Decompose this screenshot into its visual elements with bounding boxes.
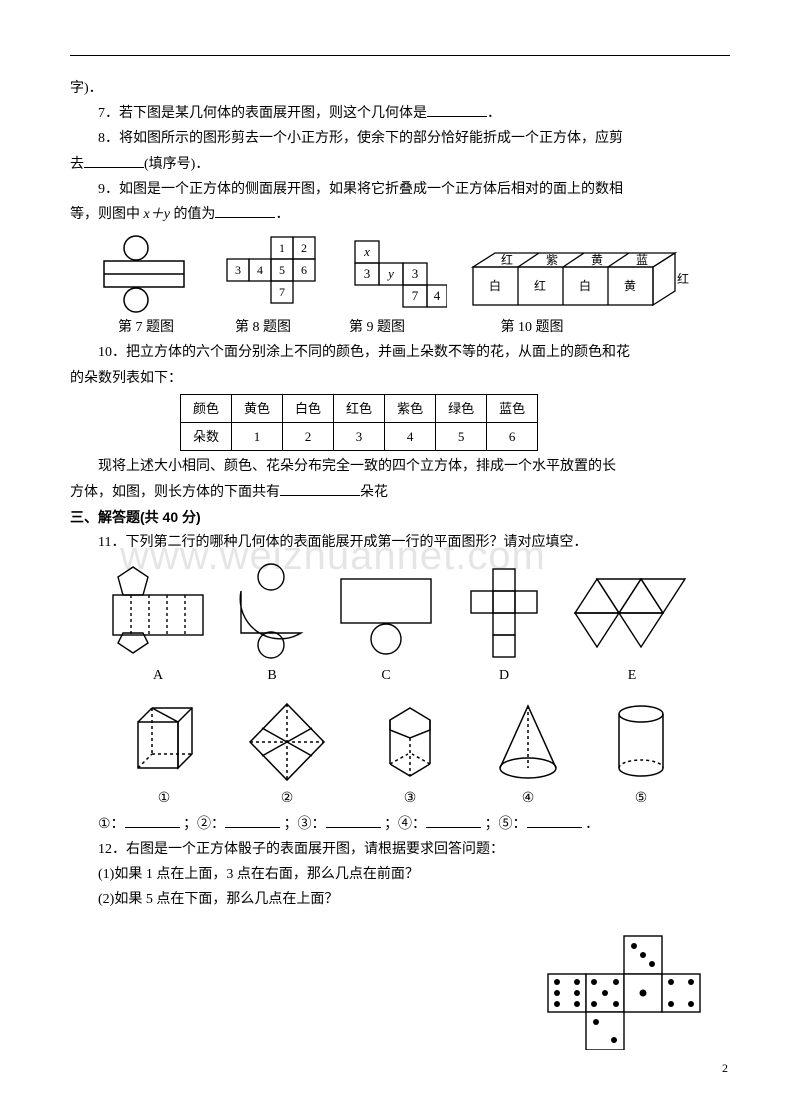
q11-label-b: B bbox=[231, 663, 313, 688]
section-3-title: 三、解答题(共 40 分) bbox=[70, 505, 730, 530]
blank-11-2 bbox=[225, 814, 280, 828]
q11-label-d: D bbox=[459, 663, 549, 688]
svg-text:白: 白 bbox=[489, 278, 501, 293]
svg-text:紫: 紫 bbox=[546, 253, 558, 267]
q11-solid-3 bbox=[370, 698, 450, 784]
q8-text-2: 去(填序号)． bbox=[70, 152, 730, 177]
svg-text:4: 4 bbox=[434, 288, 441, 303]
svg-text:黄: 黄 bbox=[624, 279, 636, 293]
q8-figure: 1 2 3 4 5 6 7 bbox=[211, 233, 329, 313]
blank-q8 bbox=[84, 154, 144, 168]
blank-11-3 bbox=[326, 814, 381, 828]
q9-text-1: 9．如图是一个正方体的侧面展开图，如果将它折叠成一个正方体后相对的面上的数相 bbox=[70, 177, 730, 202]
q10-text-4: 方体，如图，则长方体的下面共有朵花 bbox=[70, 480, 730, 505]
q11-net-a bbox=[103, 561, 213, 661]
q11-solid-1 bbox=[124, 698, 204, 784]
line-cont: 字)． bbox=[70, 76, 730, 101]
q12-dice-figure bbox=[530, 930, 720, 1050]
q12-b: (2)如果 5 点在下面，那么几点在上面？ bbox=[70, 887, 730, 912]
q10-text-2: 的朵数列表如下： bbox=[70, 366, 730, 391]
q11-label-e: E bbox=[567, 663, 697, 688]
q11-label-c: C bbox=[331, 663, 441, 688]
table-row: 朵数12 3456 bbox=[181, 423, 538, 451]
blank-11-5 bbox=[527, 814, 582, 828]
q11-solid-5 bbox=[606, 698, 676, 784]
q10-table: 颜色黄色白色 红色紫色绿色蓝色 朵数12 3456 bbox=[180, 394, 538, 452]
blank-q9 bbox=[215, 204, 275, 218]
svg-text:6: 6 bbox=[301, 263, 307, 277]
q8-text-1: 8．将如图所示的图形剪去一个小正方形，使余下的部分恰好能折成一个正方体，应剪 bbox=[70, 126, 730, 151]
svg-text:3: 3 bbox=[412, 266, 419, 281]
svg-text:7: 7 bbox=[412, 288, 419, 303]
q11-answer-line: ①： ；②： ；③： ；④： ；⑤： ． bbox=[70, 812, 730, 837]
q11-label-2: ② bbox=[242, 786, 332, 811]
q11-net-e bbox=[567, 561, 697, 661]
page-number: 2 bbox=[722, 1058, 728, 1080]
q11-label-1: ① bbox=[124, 786, 204, 811]
blank-q10 bbox=[280, 482, 360, 496]
q11-label-a: A bbox=[103, 663, 213, 688]
svg-text:4: 4 bbox=[257, 263, 263, 277]
svg-text:x: x bbox=[363, 244, 370, 259]
blank-q7 bbox=[427, 103, 487, 117]
q11-net-c bbox=[331, 561, 441, 661]
q11-solid-4 bbox=[488, 698, 568, 784]
figure-caption-row: 第 7 题图 第 8 题图 第 9 题图 第 10 题图 bbox=[70, 315, 730, 340]
q7-figure bbox=[98, 235, 193, 313]
svg-text:7: 7 bbox=[279, 285, 285, 299]
svg-text:3: 3 bbox=[235, 263, 241, 277]
q11-label-4: ④ bbox=[488, 786, 568, 811]
q11-label-5: ⑤ bbox=[606, 786, 676, 811]
svg-text:3: 3 bbox=[364, 266, 371, 281]
q12-text: 12．右图是一个正方体骰子的表面展开图，请根据要求回答问题： bbox=[70, 837, 730, 862]
svg-text:黄: 黄 bbox=[591, 253, 603, 267]
q10-text-1: 10．把立方体的六个面分别涂上不同的颜色，并画上朵数不等的花，从面上的颜色和花 bbox=[70, 340, 730, 365]
figure-row-7-10: 12 34 56 7 x 3 y 3 7 4 红紫 bbox=[98, 233, 730, 313]
q11-nets-row: A B C D bbox=[70, 561, 730, 688]
svg-text:红: 红 bbox=[677, 271, 689, 286]
svg-text:蓝: 蓝 bbox=[636, 253, 648, 267]
svg-text:红: 红 bbox=[501, 252, 513, 267]
q11-label-3: ③ bbox=[370, 786, 450, 811]
svg-text:白: 白 bbox=[579, 278, 591, 293]
svg-text:1: 1 bbox=[279, 241, 285, 255]
q11-net-d bbox=[459, 561, 549, 661]
top-rule bbox=[70, 55, 730, 56]
q11-solid-2 bbox=[242, 698, 332, 784]
q11-solids-row: ① ② ③ bbox=[70, 698, 730, 811]
q10-figure: 红紫 黄蓝 白红 白黄 红 bbox=[465, 247, 695, 313]
svg-text:5: 5 bbox=[279, 263, 285, 277]
q12-a: (1)如果 1 点在上面，3 点在右面，那么几点在前面？ bbox=[70, 862, 730, 887]
blank-11-1 bbox=[125, 814, 180, 828]
q10-text-3: 现将上述大小相同、颜色、花朵分布完全一致的四个立方体，排成一个水平放置的长 bbox=[70, 454, 730, 479]
table-row: 颜色黄色白色 红色紫色绿色蓝色 bbox=[181, 394, 538, 422]
q11-net-b bbox=[231, 561, 313, 661]
q7-text: 7．若下图是某几何体的表面展开图，则这个几何体是． bbox=[70, 101, 730, 126]
svg-text:2: 2 bbox=[301, 241, 307, 255]
q11-text: 11．下列第二行的哪种几何体的表面能展开成第一行的平面图形？请对应填空． bbox=[70, 530, 730, 555]
q9-text-2: 等，则图中 x＋y 的值为． bbox=[70, 202, 730, 227]
svg-text:y: y bbox=[386, 266, 394, 281]
svg-text:红: 红 bbox=[534, 278, 546, 293]
q9-figure: x 3 y 3 7 4 bbox=[347, 235, 447, 313]
blank-11-4 bbox=[426, 814, 481, 828]
